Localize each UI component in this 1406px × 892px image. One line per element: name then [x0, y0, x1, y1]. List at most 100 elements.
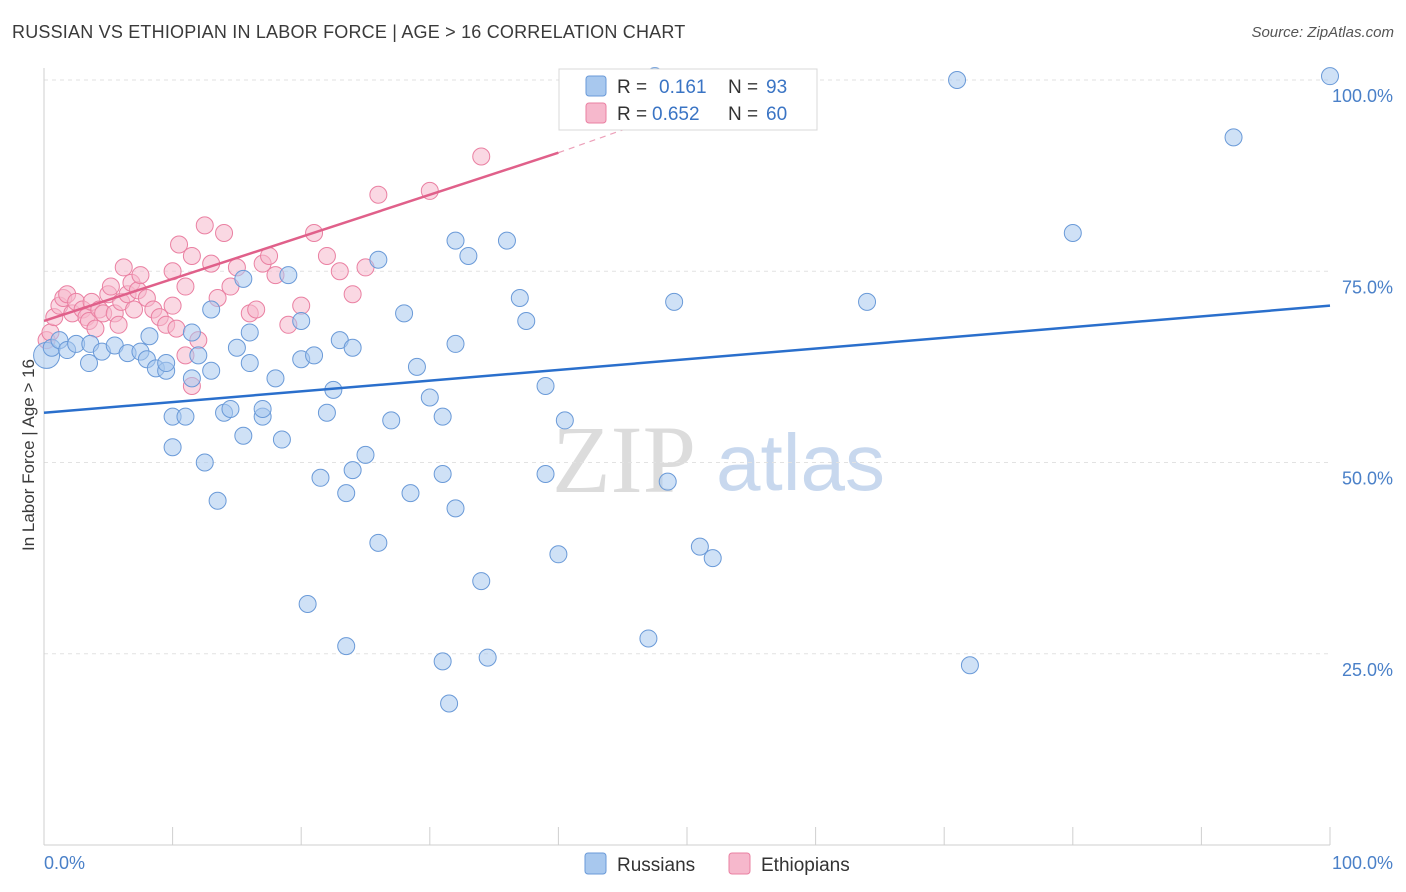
axes — [43, 68, 1331, 846]
legend-ethiopian-r-value: 0.652 — [652, 104, 700, 125]
bottom-legend-ethiopians: Ethiopians — [761, 855, 850, 876]
ethiopian-point-18 — [109, 315, 128, 334]
russian-point-49 — [343, 338, 362, 357]
russian-point-19 — [182, 369, 201, 388]
legend-russian-n-label: N = — [728, 77, 758, 98]
ethiopian-point-46 — [247, 300, 266, 319]
russian-point-32 — [240, 323, 259, 342]
russian-point-35 — [266, 369, 285, 388]
russian-point-30 — [234, 269, 253, 288]
russian-point-60 — [433, 407, 452, 426]
russian-point-56 — [407, 357, 426, 376]
ethiopian-point-59 — [472, 147, 491, 166]
ethiopian-point-55 — [343, 285, 362, 304]
legend-russian-swatch — [585, 75, 607, 97]
ethiopian-point-16 — [101, 277, 120, 296]
russian-point-5 — [80, 354, 99, 373]
ethiopian-point-42 — [215, 224, 234, 242]
russian-point-82 — [858, 292, 877, 311]
russian-point-43 — [317, 403, 336, 422]
russian-point-64 — [446, 334, 465, 353]
legend: R = 0.161 N = 93 R = 0.652 N = 60 — [558, 68, 818, 131]
russian-point-36 — [272, 430, 291, 449]
watermark-zip: ZIP — [552, 406, 696, 513]
russian-point-17 — [163, 438, 182, 457]
russian-point-24 — [202, 300, 221, 319]
grid — [44, 79, 1330, 655]
russian-point-40 — [298, 595, 317, 614]
y-tick-label-1: 50.0% — [1342, 469, 1393, 489]
bottom-legend: Russians Ethiopians — [584, 852, 850, 876]
russian-point-52 — [369, 250, 388, 269]
russian-point-75 — [639, 629, 658, 648]
ethiopian-point-51 — [292, 296, 311, 315]
russian-points — [33, 67, 1339, 713]
russian-point-83 — [948, 71, 967, 89]
russian-point-71 — [536, 377, 555, 395]
russian-point-15 — [157, 354, 176, 373]
russian-point-20 — [182, 323, 201, 342]
watermark: ZIP atlas — [552, 406, 885, 513]
ethiopian-point-33 — [170, 235, 189, 254]
y-tick-label-0: 25.0% — [1342, 660, 1393, 680]
ethiopian-point-54 — [330, 262, 349, 281]
russian-point-66 — [472, 572, 491, 591]
russian-point-57 — [420, 388, 439, 407]
y-tick-label-2: 75.0% — [1342, 277, 1393, 297]
russian-point-27 — [221, 399, 240, 418]
russian-point-25 — [208, 491, 227, 510]
x-tick-label-0: 0.0% — [44, 853, 85, 873]
russian-point-73 — [549, 545, 568, 564]
russian-point-62 — [446, 499, 465, 518]
russian-point-61 — [440, 694, 459, 713]
ethiopian-point-34 — [176, 277, 195, 296]
watermark-atlas: atlas — [716, 418, 885, 507]
russian-point-53 — [382, 411, 401, 430]
ethiopian-point-53 — [317, 246, 336, 265]
ethiopian-point-30 — [163, 296, 182, 315]
russian-point-12 — [140, 327, 159, 346]
russian-point-51 — [369, 533, 388, 552]
russian-point-70 — [517, 311, 536, 330]
chart-title: RUSSIAN VS ETHIOPIAN IN LABOR FORCE | AG… — [12, 22, 686, 42]
ethiopian-point-25 — [131, 266, 150, 285]
russian-point-55 — [401, 484, 420, 503]
russian-point-74 — [555, 411, 574, 430]
russian-point-68 — [497, 231, 516, 250]
russian-point-47 — [337, 484, 356, 503]
russian-point-67 — [478, 648, 497, 667]
russian-point-50 — [356, 445, 375, 464]
source-label: Source: ZipAtlas.com — [1251, 24, 1394, 41]
legend-ethiopian-n-label: N = — [728, 104, 758, 125]
russian-point-63 — [446, 231, 465, 250]
russian-point-38 — [292, 311, 311, 330]
russian-point-84 — [960, 656, 979, 675]
russian-point-48 — [343, 461, 362, 480]
russian-point-31 — [240, 354, 259, 373]
russian-point-65 — [459, 246, 478, 265]
legend-ethiopian-n-value: 60 — [766, 104, 787, 125]
y-axis-label: In Labor Force | Age > 16 — [19, 359, 38, 551]
russian-point-87 — [1321, 67, 1339, 86]
ethiopian-point-20 — [114, 258, 133, 277]
russian-point-54 — [395, 304, 414, 323]
russian-point-58 — [433, 652, 452, 671]
legend-russian-r-value: 0.161 — [659, 77, 707, 98]
bottom-legend-russians: Russians — [617, 855, 695, 876]
russian-point-85 — [1063, 224, 1082, 242]
russian-point-29 — [234, 426, 253, 445]
russian-point-46 — [337, 637, 356, 656]
russian-point-28 — [227, 338, 246, 357]
russian-trend-line — [43, 304, 1331, 415]
bottom-legend-russian-swatch — [584, 852, 607, 875]
russian-point-21 — [189, 346, 208, 365]
russian-point-37 — [279, 266, 298, 285]
y-tick-label-3: 100.0% — [1332, 86, 1393, 106]
tick-labels: 25.0% 50.0% 75.0% 100.0% 0.0% 100.0% — [44, 86, 1393, 873]
ethiopian-point-23 — [125, 300, 144, 319]
russian-point-18 — [176, 407, 195, 426]
russian-point-41 — [305, 346, 324, 365]
russian-point-79 — [690, 537, 709, 556]
x-tick-label-1: 100.0% — [1332, 853, 1393, 873]
